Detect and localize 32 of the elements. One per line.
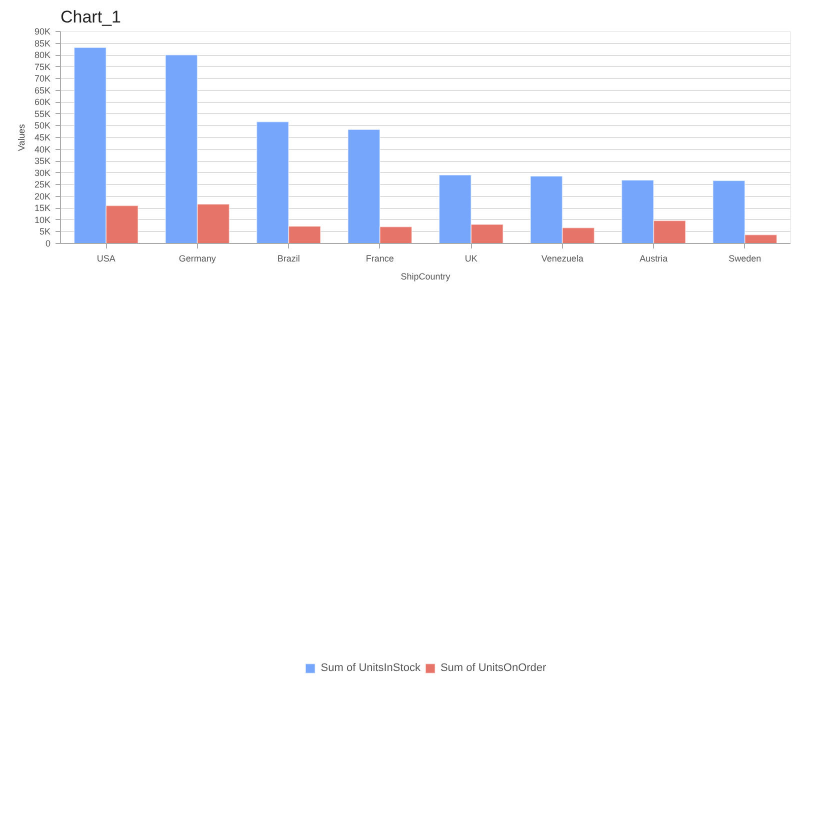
y-tick-label: 70K [34,74,50,84]
x-tick-label: Austria [640,254,668,264]
y-tick-label: 0 [45,238,51,248]
x-tick-label: Sweden [728,254,762,264]
y-tick-label: 80K [34,50,50,60]
y-tick-label: 10K [34,214,50,225]
x-tick-label: UK [464,254,478,264]
x-tick-label: France [366,254,394,264]
y-tick-label: 30K [34,168,50,178]
y-tick-label: 40K [34,144,50,154]
y-tick-label: 15K [34,203,50,214]
x-tick-label: Germany [178,254,216,264]
y-tick-label: 75K [34,62,50,72]
y-tick-label: 20K [34,191,50,202]
y-tick-label: 55K [34,108,50,119]
y-axis-title: Values [16,124,26,151]
y-tick-label: 60K [34,97,50,108]
y-tick-label: 5K [39,226,51,237]
x-axis-title: ShipCountry [400,272,451,282]
x-tick-label: Venezuela [541,254,584,264]
y-tick-label: 35K [34,156,50,166]
y-tick-label: 65K [34,85,50,96]
y-tick-label: 45K [34,132,50,142]
y-tick-label: 25K [34,180,50,190]
x-tick-label: USA [96,254,116,264]
chart-title: Chart_1 [60,8,121,26]
y-tick-label: 90K [34,26,50,36]
y-tick-label: 85K [34,38,50,48]
y-tick-label: 50K [34,120,50,131]
x-tick-label: Brazil [277,254,300,264]
legend-label: Sum of UnitsInStock [320,662,420,674]
legend-label: Sum of UnitsOnOrder [440,662,546,674]
